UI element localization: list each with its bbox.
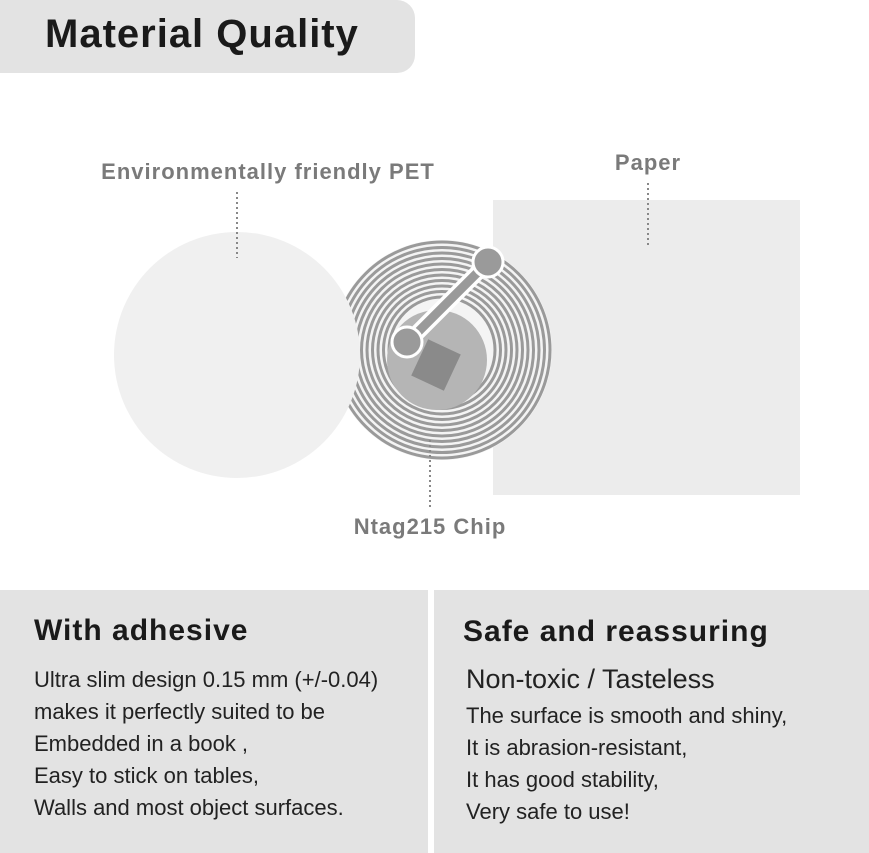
nfc-chip-antenna <box>332 240 552 460</box>
antenna-coil <box>365 273 519 427</box>
text-line: Very safe to use! <box>466 799 630 824</box>
antenna-bridge <box>403 257 493 347</box>
pet-disc <box>114 232 360 478</box>
text-line: makes it perfectly suited to be <box>34 699 326 724</box>
text-line: It is abrasion-resistant, <box>466 735 688 760</box>
safety-text: The surface is smooth and shiny, It is a… <box>466 700 787 828</box>
text-line: The surface is smooth and shiny, <box>466 703 788 728</box>
title-banner: Material Quality <box>0 0 415 73</box>
adhesive-heading: With adhesive <box>34 614 249 647</box>
pet-label: Environmentally friendly PET <box>101 159 435 184</box>
adhesive-text: Ultra slim design 0.15 mm (+/-0.04) make… <box>34 664 378 824</box>
text-line: Ultra slim design 0.15 mm (+/-0.04) <box>34 667 379 692</box>
text-line: Embedded in a book , <box>34 731 249 756</box>
text-line: Walls and most object surfaces. <box>34 795 344 820</box>
safety-subheading: Non-toxic / Tasteless <box>466 664 715 694</box>
safety-heading: Safe and reassuring <box>463 615 769 648</box>
chip-label: Ntag215 Chip <box>353 514 507 539</box>
antenna-coil <box>360 268 524 432</box>
text-line: Easy to stick on tables, <box>34 763 259 788</box>
material-illustration <box>114 183 800 508</box>
antenna-coil <box>376 284 508 416</box>
paper-label: Paper <box>614 150 682 175</box>
antenna-coil <box>371 279 513 421</box>
text-line: It has good stability, <box>466 767 659 792</box>
adhesive-panel: With adhesive Ultra slim design 0.15 mm … <box>0 590 428 853</box>
bridge-pad <box>471 245 505 279</box>
bridge-pad <box>390 325 424 359</box>
safety-panel: Safe and reassuring Non-toxic / Tasteles… <box>434 590 869 853</box>
page-title: Material Quality <box>45 12 359 56</box>
chip-die <box>411 339 461 391</box>
